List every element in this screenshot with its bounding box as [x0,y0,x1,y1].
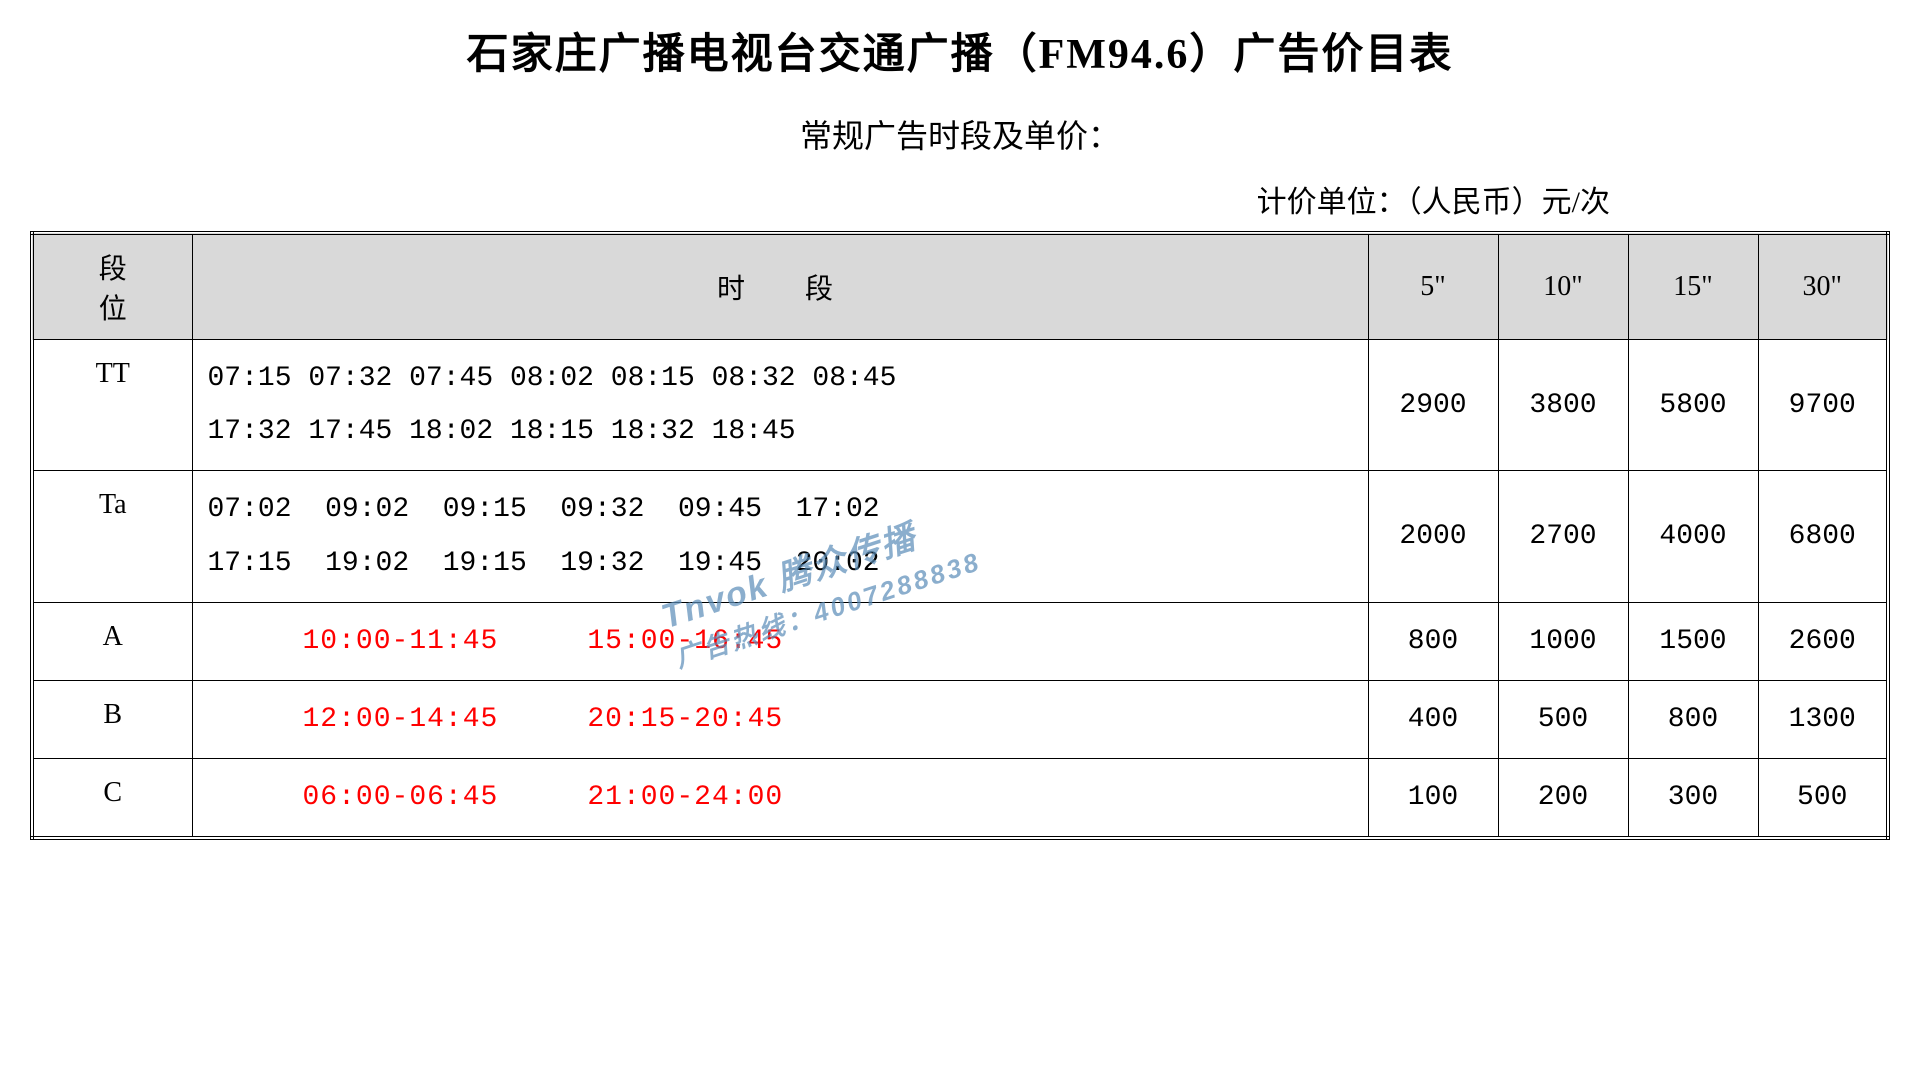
table-row: B12:00-14:45 20:15-20:454005008001300 [32,680,1888,758]
time-cell: 06:00-06:45 21:00-24:00 [192,759,1368,839]
segment-cell: TT [32,340,192,471]
price-cell: 800 [1628,680,1758,758]
price-cell: 2000 [1368,471,1498,602]
header-price-30: 30" [1758,233,1888,340]
header-segment: 段位 [32,233,192,340]
segment-cell: B [32,680,192,758]
price-cell: 3800 [1498,340,1628,471]
time-cell: 07:02 09:02 09:15 09:32 09:45 17:02 17:1… [192,471,1368,602]
time-cell: 12:00-14:45 20:15-20:45 [192,680,1368,758]
time-cell: 10:00-11:45 15:00-16:45 [192,602,1368,680]
price-cell: 1000 [1498,602,1628,680]
price-cell: 9700 [1758,340,1888,471]
segment-cell: A [32,602,192,680]
page-title: 石家庄广播电视台交通广播（FM94.6）广告价目表 [30,20,1890,81]
page-subtitle: 常规广告时段及单价： [30,111,1890,157]
header-price-10: 10" [1498,233,1628,340]
price-cell: 400 [1368,680,1498,758]
table-header-row: 段位 时段 5" 10" 15" 30" [32,233,1888,340]
segment-cell: C [32,759,192,839]
price-cell: 2700 [1498,471,1628,602]
price-cell: 1500 [1628,602,1758,680]
price-cell: 1300 [1758,680,1888,758]
price-cell: 100 [1368,759,1498,839]
segment-cell: Ta [32,471,192,602]
table-row: TT07:15 07:32 07:45 08:02 08:15 08:32 08… [32,340,1888,471]
price-cell: 200 [1498,759,1628,839]
price-cell: 500 [1498,680,1628,758]
price-table: 段位 时段 5" 10" 15" 30" TT07:15 07:32 07:45… [30,231,1890,840]
price-cell: 500 [1758,759,1888,839]
header-time: 时段 [192,233,1368,340]
unit-label: 计价单位：（人民币）元/次 [30,177,1890,221]
table-row: A10:00-11:45 15:00-16:45800100015002600 [32,602,1888,680]
table-row: C06:00-06:45 21:00-24:00100200300500 [32,759,1888,839]
price-cell: 6800 [1758,471,1888,602]
price-cell: 300 [1628,759,1758,839]
price-cell: 4000 [1628,471,1758,602]
table-row: Ta07:02 09:02 09:15 09:32 09:45 17:02 17… [32,471,1888,602]
price-cell: 800 [1368,602,1498,680]
price-cell: 5800 [1628,340,1758,471]
price-cell: 2900 [1368,340,1498,471]
time-cell: 07:15 07:32 07:45 08:02 08:15 08:32 08:4… [192,340,1368,471]
header-price-5: 5" [1368,233,1498,340]
price-cell: 2600 [1758,602,1888,680]
header-price-15: 15" [1628,233,1758,340]
